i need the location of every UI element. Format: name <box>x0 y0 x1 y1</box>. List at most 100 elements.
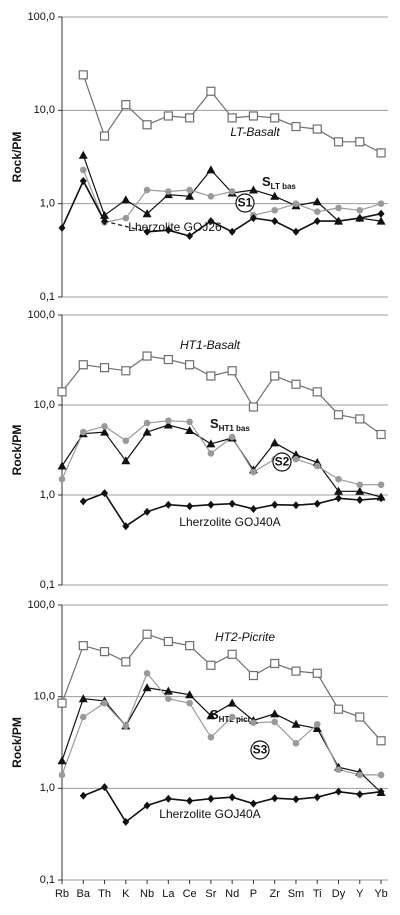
series-line <box>82 155 382 222</box>
marker-triangle <box>100 210 110 219</box>
marker-triangle <box>142 683 152 692</box>
marker-circle <box>165 695 172 703</box>
series-line <box>61 355 382 435</box>
marker-square <box>121 366 131 376</box>
marker-square <box>142 120 152 130</box>
series-label: Lherzolite GOJ26 <box>128 220 222 234</box>
marker-circle <box>377 481 385 489</box>
marker-diamond <box>356 495 364 504</box>
marker-triangle <box>206 165 216 174</box>
marker-circle <box>186 699 193 707</box>
marker-square <box>163 111 173 121</box>
marker-square <box>312 668 322 678</box>
marker-square <box>376 736 386 746</box>
marker-square <box>99 131 110 141</box>
marker-diamond <box>186 502 194 511</box>
series-line <box>61 672 382 776</box>
marker-square <box>355 137 365 147</box>
marker-diamond <box>313 793 321 802</box>
marker-triangle <box>78 694 88 703</box>
marker-square <box>206 371 216 381</box>
marker-triangle <box>291 450 301 459</box>
marker-square <box>291 379 301 389</box>
marker-triangle <box>163 686 173 695</box>
x-tick-label: Rb <box>55 888 69 900</box>
marker-circle <box>377 771 385 779</box>
marker-diamond <box>143 801 151 810</box>
marker-circle <box>356 771 364 779</box>
marker-circle <box>250 719 257 726</box>
marker-square <box>163 354 173 365</box>
marker-triangle <box>270 191 280 200</box>
marker-square <box>121 100 131 110</box>
marker-square <box>185 113 195 123</box>
marker-circle <box>335 475 342 483</box>
marker-circle <box>143 186 151 194</box>
y-tick-label: 1,0 <box>40 489 55 501</box>
marker-square <box>227 113 237 123</box>
marker-square <box>248 670 259 681</box>
x-tick-label: Yb <box>374 888 387 900</box>
y-tick-label: 10,0 <box>34 104 55 116</box>
marker-diamond <box>143 227 151 236</box>
marker-triangle <box>248 185 258 194</box>
marker-diamond <box>186 232 194 241</box>
y-axis-label: Rock/PM <box>10 717 24 768</box>
marker-triangle <box>142 427 152 436</box>
marker-triangle <box>163 420 173 429</box>
marker-circle <box>122 214 130 222</box>
series-label: Lherzolite GOJ40A <box>159 807 260 821</box>
marker-square <box>121 657 131 667</box>
marker-square <box>57 698 67 708</box>
series-label-main: S <box>210 707 219 722</box>
marker-square <box>142 629 152 639</box>
marker-triangle <box>78 150 88 159</box>
marker-diamond <box>164 226 172 235</box>
marker-triangle <box>185 191 195 200</box>
y-tick-label: 1,0 <box>40 782 55 794</box>
y-tick-label: 10,0 <box>34 399 55 411</box>
marker-diamond <box>207 500 215 509</box>
marker-circle <box>122 722 130 730</box>
marker-triangle <box>57 461 67 470</box>
marker-diamond <box>377 209 385 218</box>
marker-circle <box>292 200 300 207</box>
series-line <box>61 633 382 742</box>
marker-diamond <box>313 217 321 226</box>
gap-bridge <box>104 220 148 233</box>
marker-diamond <box>58 223 66 232</box>
y-axis-label: Rock/PM <box>10 425 24 476</box>
marker-diamond <box>271 500 279 509</box>
marker-circle <box>79 428 87 436</box>
marker-triangle <box>270 438 280 447</box>
marker-square <box>99 363 110 373</box>
series-label: HT2-Picrite <box>215 630 275 644</box>
marker-triangle <box>57 756 67 765</box>
marker-triangle <box>227 698 237 707</box>
series-label: S1 <box>238 196 253 210</box>
marker-triangle <box>121 195 131 204</box>
marker-diamond <box>122 817 130 826</box>
marker-square <box>142 351 152 361</box>
marker-square <box>270 113 280 123</box>
marker-diamond <box>228 793 236 802</box>
marker-circle <box>122 437 130 445</box>
marker-circle <box>377 200 385 207</box>
marker-square <box>333 410 344 420</box>
x-tick-label: Nd <box>225 888 239 900</box>
series-label-main: S <box>210 416 219 431</box>
marker-square <box>248 111 259 121</box>
marker-square <box>185 641 195 651</box>
marker-circle <box>101 422 108 430</box>
marker-triangle <box>312 197 322 206</box>
marker-circle <box>313 720 321 728</box>
x-tick-label: K <box>122 888 130 900</box>
series-line <box>61 424 382 498</box>
x-tick-label: Sr <box>205 888 216 900</box>
marker-diamond <box>79 791 87 800</box>
y-tick-label: 1,0 <box>40 198 55 210</box>
marker-circle <box>292 739 300 747</box>
x-tick-label: Zr <box>270 888 281 900</box>
marker-diamond <box>292 227 300 236</box>
